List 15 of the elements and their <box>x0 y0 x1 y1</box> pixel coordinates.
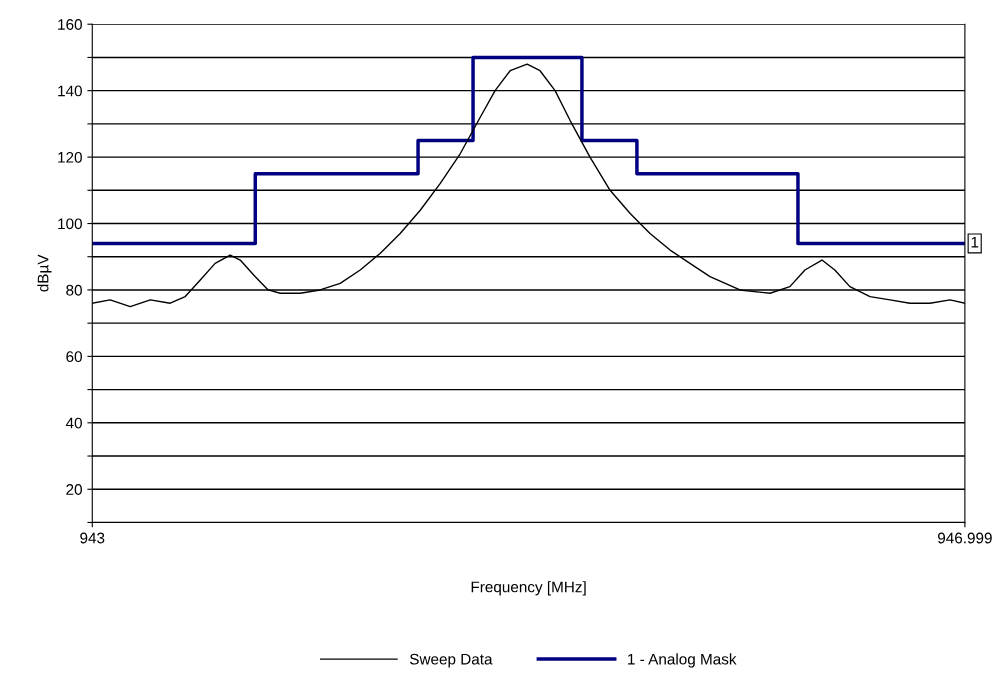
y-tick-label: 80 <box>66 284 82 296</box>
legend-label: Sweep Data <box>409 653 493 668</box>
y-tick-label: 160 <box>58 19 82 30</box>
y-tick-label: 120 <box>58 151 82 163</box>
y-tick-label: 100 <box>58 218 82 230</box>
legend-label: 1 - Analog Mask <box>628 653 737 668</box>
x-tick-label: 946.999 <box>937 532 992 544</box>
y-tick-label: 60 <box>66 351 82 363</box>
y-axis-title: dBµV <box>37 254 52 292</box>
x-tick-label: 943 <box>80 532 105 544</box>
x-axis-title: Frequency [MHz] <box>471 581 586 596</box>
annotation: 1 <box>971 236 979 248</box>
y-tick-label: 20 <box>66 484 82 495</box>
y-tick-label: 140 <box>58 85 82 97</box>
y-tick-label: 40 <box>65 417 82 429</box>
